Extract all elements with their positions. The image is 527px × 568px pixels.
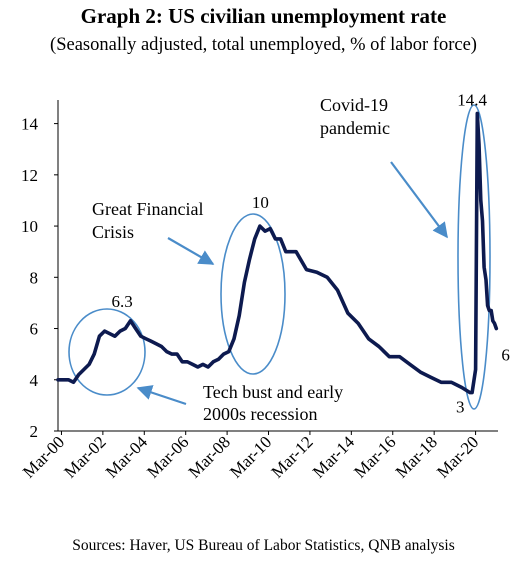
annotation-line: Crisis <box>92 222 134 242</box>
highlight-ellipse-covid <box>457 104 491 410</box>
x-tick-label: Mar-10 <box>226 432 275 481</box>
annotation-arrow-gfc <box>167 237 215 265</box>
annotation-arrow-tech <box>136 385 187 406</box>
annotation-labels: Great Financial Crisis Tech bust and early… <box>92 95 390 424</box>
annotation-line: Great Financial <box>92 199 203 219</box>
annotation-label-tech: Tech bust and early 2000s recession <box>203 382 343 424</box>
x-tick-label: Mar-18 <box>392 432 441 481</box>
annotation-line: Covid-19 <box>320 95 388 115</box>
y-tick-label: 14 <box>21 115 39 134</box>
point-label: 6.3 <box>111 292 132 311</box>
x-tick-labels: Mar-00Mar-02Mar-04Mar-06Mar-08Mar-10Mar-… <box>19 431 482 482</box>
x-tick-label: Mar-04 <box>102 432 152 482</box>
annotation-line: Tech bust and early <box>203 382 343 402</box>
series-group <box>56 111 499 395</box>
point-label: 6 <box>501 346 510 365</box>
y-tick-label: 2 <box>30 422 39 441</box>
y-tick-label: 12 <box>21 166 38 185</box>
x-tick-label: Mar-14 <box>309 432 359 482</box>
y-tick-label: 6 <box>30 320 39 339</box>
y-tick-label: 4 <box>30 371 39 390</box>
annotation-label-covid: Covid-19 pandemic <box>320 95 390 138</box>
series-line-0 <box>56 111 499 395</box>
axes <box>57 100 498 432</box>
annotation-arrows <box>136 161 448 406</box>
x-tick-label: Mar-06 <box>143 432 192 481</box>
y-tick-label: 10 <box>21 217 38 236</box>
highlight-ellipses <box>68 104 491 410</box>
highlight-ellipse-gfc <box>220 213 286 375</box>
x-tick-label: Mar-16 <box>350 432 399 481</box>
chart-subtitle: (Seasonally adjusted, total unemployed, … <box>50 35 477 55</box>
chart-title: Graph 2: US civilian unemployment rate <box>80 4 447 28</box>
annotation-line: pandemic <box>320 118 390 138</box>
annotation-line: 2000s recession <box>203 404 317 424</box>
highlight-ellipse-tech <box>68 308 146 396</box>
x-tick-label: Mar-12 <box>268 432 317 481</box>
x-tick-label: Mar-02 <box>60 432 109 481</box>
point-labels: 6.3 10 14.4 3 6 <box>111 90 509 416</box>
x-tick-label: Mar-20 <box>433 432 482 481</box>
x-tick-label: Mar-08 <box>185 432 234 481</box>
annotation-label-gfc: Great Financial Crisis <box>92 199 203 242</box>
y-tick-labels: 2 4 6 8 10 12 14 <box>21 115 58 441</box>
y-tick-label: 8 <box>30 268 39 287</box>
annotation-arrow-covid <box>390 161 448 239</box>
source-note: Sources: Haver, US Bureau of Labor Stati… <box>72 537 455 554</box>
point-label: 3 <box>456 398 465 417</box>
x-tick-label: Mar-00 <box>19 432 68 481</box>
point-label: 14.4 <box>457 90 487 109</box>
point-label: 10 <box>252 193 269 212</box>
